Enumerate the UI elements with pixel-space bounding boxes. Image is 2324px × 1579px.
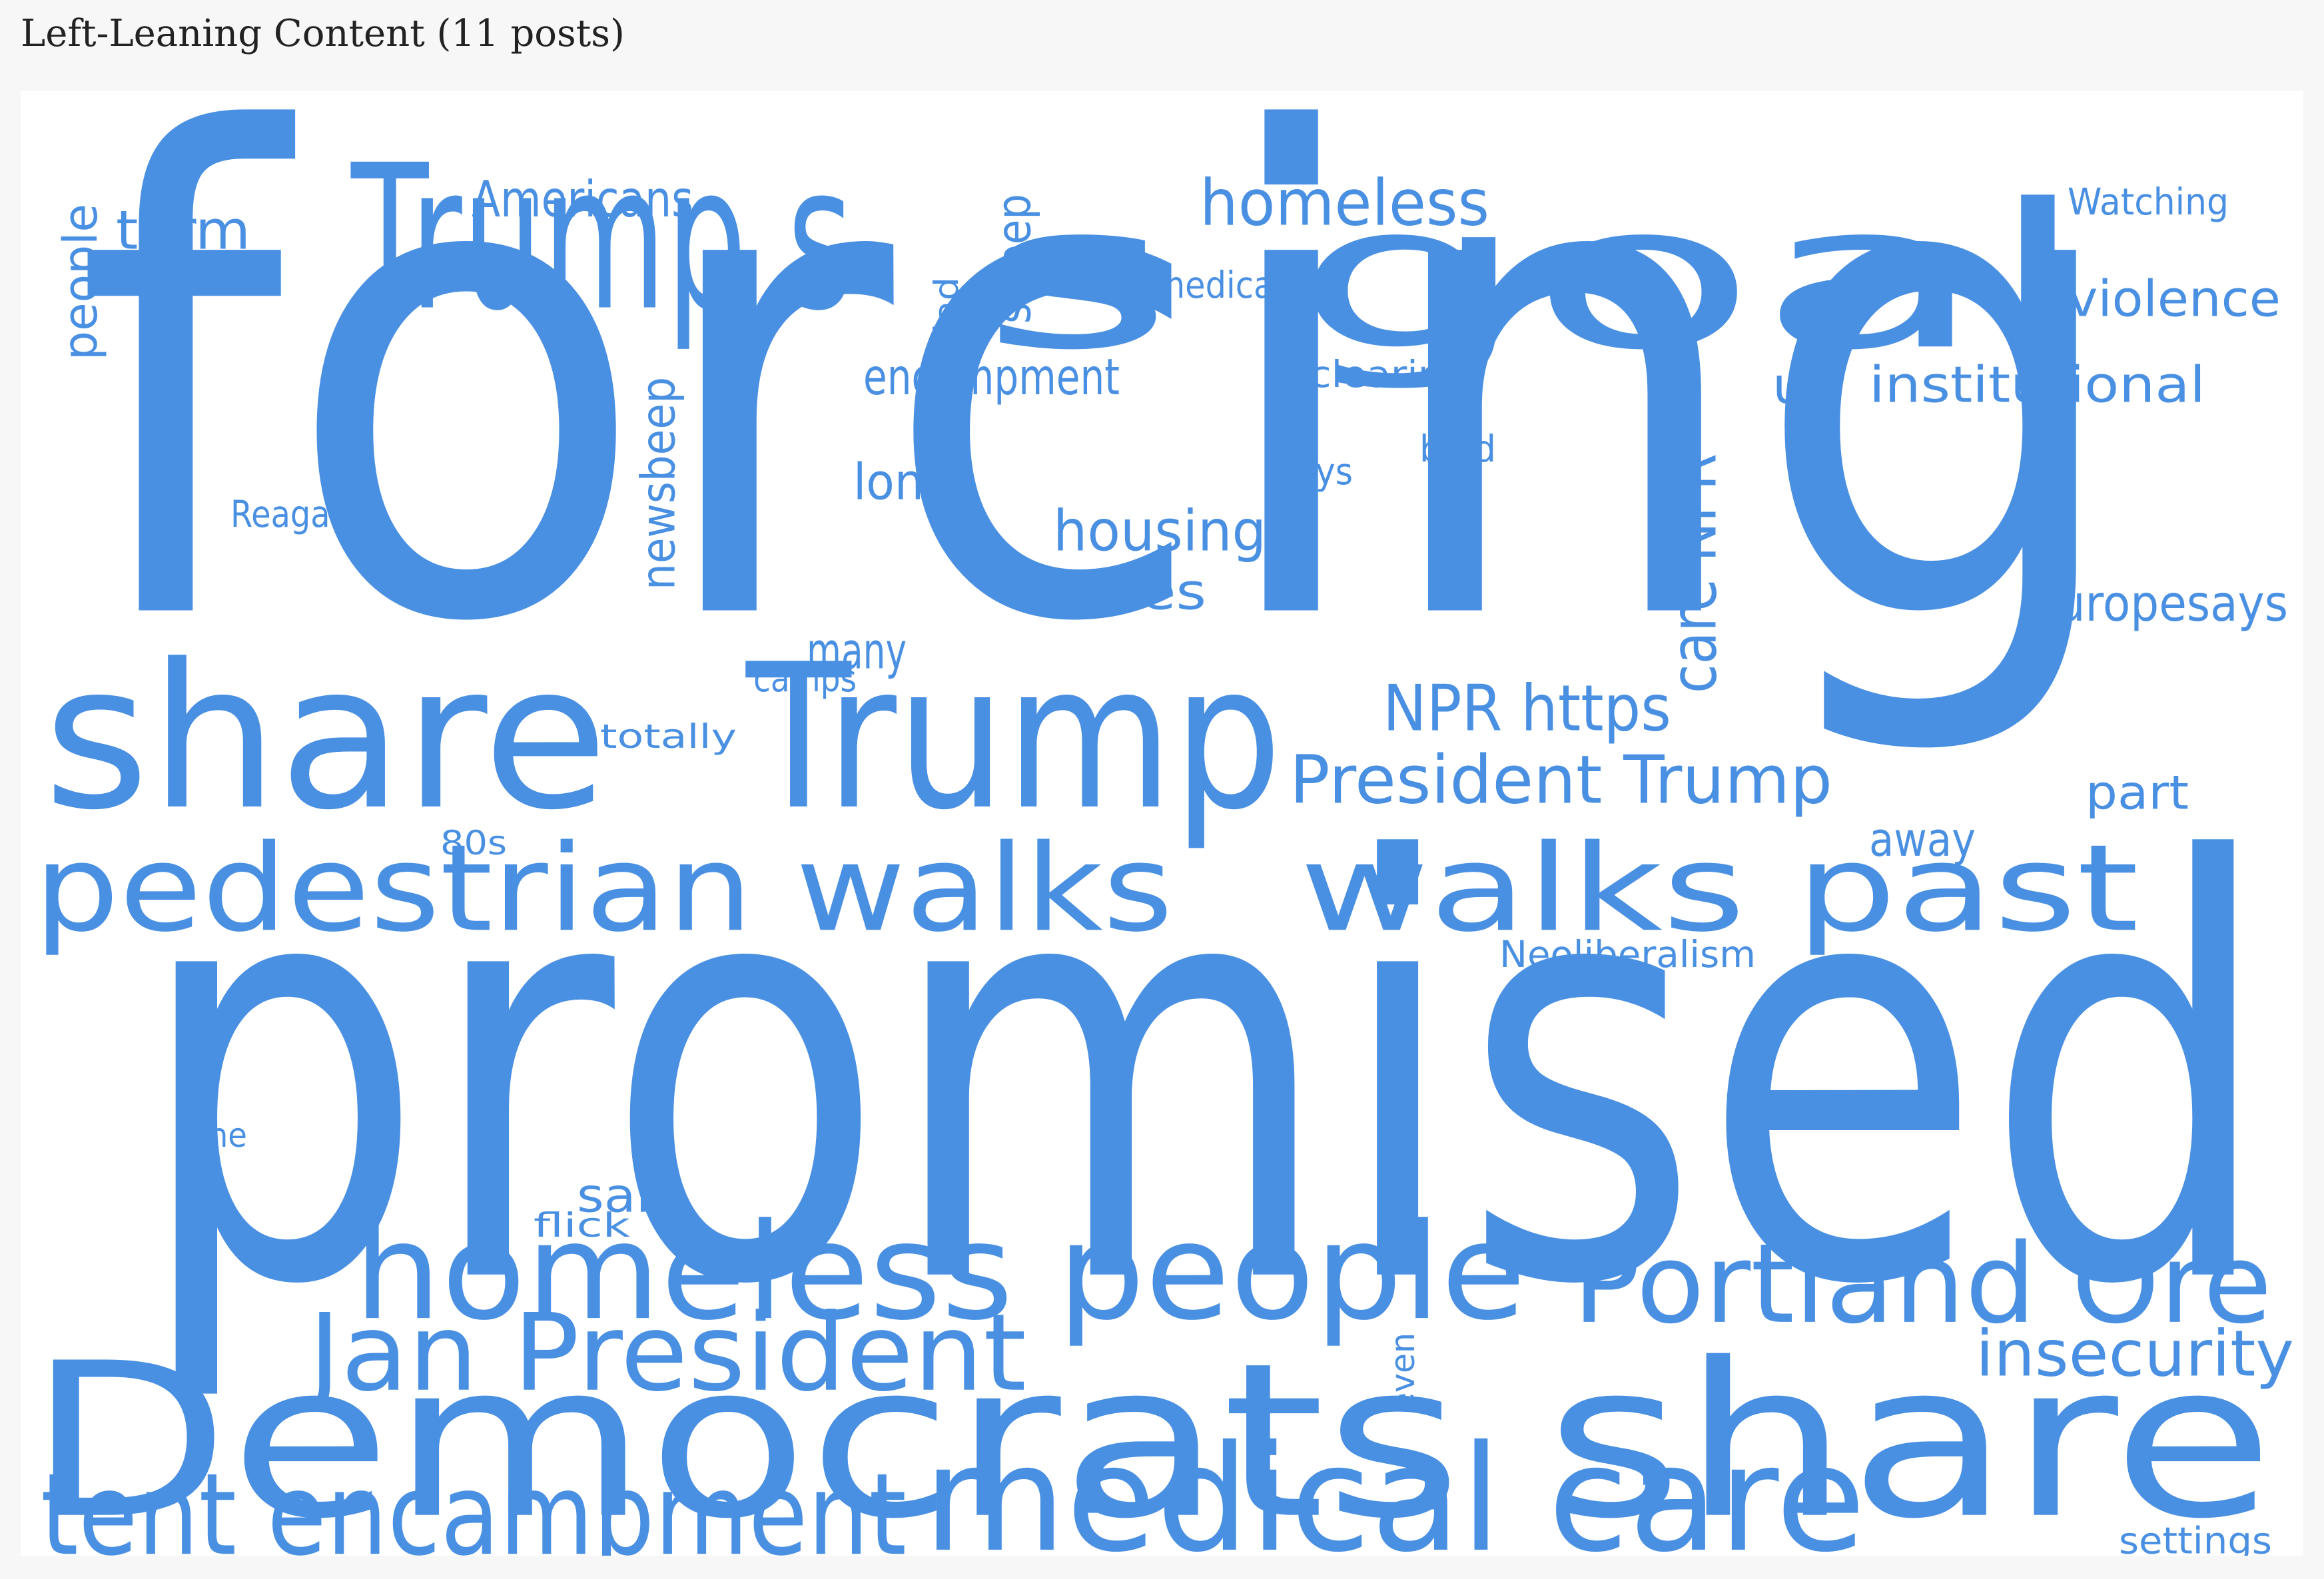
word-forcing: forcing bbox=[74, 91, 2130, 767]
word-pedestrian-walks: pedestrian walks bbox=[34, 819, 1173, 958]
word-one: One bbox=[184, 1116, 247, 1155]
word-encampment: encampment bbox=[863, 348, 1120, 406]
word-many: many bbox=[807, 621, 907, 680]
word-medical-care: medical care bbox=[923, 1414, 1866, 1556]
word-s-goal: s goal bbox=[980, 161, 2090, 394]
word-jan-president: Jan President bbox=[302, 1291, 1026, 1415]
word-president-trump: President Trump bbox=[1290, 741, 1832, 819]
word-part: part bbox=[2086, 765, 2189, 820]
word-npr-https: NPR https bbox=[1383, 673, 1671, 746]
word-totally: totally bbox=[600, 717, 737, 756]
word-housing: housing bbox=[1053, 499, 1266, 565]
word-walks-past: walks past bbox=[1300, 819, 2139, 958]
word-care-npr: care NPR bbox=[1658, 454, 1731, 693]
word-80s: 80s bbox=[440, 824, 507, 862]
word-newsbeep: newsbeep bbox=[631, 377, 686, 590]
word-away: away bbox=[1869, 812, 1976, 867]
word-homeless-people: homeless people bbox=[354, 1195, 1526, 1350]
word-flick: flick bbox=[534, 1206, 630, 1245]
word-watching: Watching bbox=[2068, 180, 2229, 223]
word-democrats-share: Democrats share bbox=[27, 1318, 2274, 1556]
word-tent-encampment: tent encampment bbox=[41, 1449, 907, 1556]
word-long: long bbox=[853, 452, 953, 511]
word-reagan: Reagan bbox=[230, 493, 350, 535]
word-americans: Americans bbox=[472, 170, 693, 228]
word-settings: settings bbox=[2119, 1519, 2272, 1556]
word-sweep: sweep bbox=[987, 194, 1042, 324]
word-even: even bbox=[1383, 1333, 1422, 1413]
word-institutional: institutional bbox=[1869, 355, 2205, 414]
word-trump-s: Trump s bbox=[349, 123, 853, 355]
word-portland-ore: Portland Ore bbox=[1573, 1220, 2272, 1348]
word-bald: bald bbox=[1419, 428, 1496, 470]
word-guys: guys bbox=[1273, 450, 1353, 493]
word-clearing: clearing bbox=[1310, 353, 1468, 396]
word-term: term bbox=[116, 199, 250, 261]
word-said: said bbox=[577, 1168, 683, 1223]
word-camps: camps bbox=[753, 657, 857, 700]
word-homeless: homeless bbox=[1200, 167, 1489, 240]
word-us: us bbox=[1772, 356, 1832, 415]
word-medical: medical bbox=[1153, 264, 1283, 306]
word-people: people bbox=[53, 204, 108, 360]
word-neoliberalism: Neoliberalism bbox=[1499, 933, 1756, 976]
word-share: share bbox=[43, 621, 608, 854]
word-europesays: europesays bbox=[2029, 574, 2288, 633]
word-cloud: forcing promised Democrats share Trump s s g… bbox=[21, 91, 2303, 1556]
word-violence: violence bbox=[2068, 269, 2281, 328]
word-promised: promised bbox=[134, 743, 2275, 1410]
word-trump: Trump bbox=[743, 621, 1282, 854]
word-cities: cities bbox=[1053, 562, 1206, 621]
panel-title: Left-Leaning Content (11 posts) bbox=[21, 12, 625, 55]
word-glad: glad bbox=[927, 277, 966, 357]
word-insecurity: insecurity bbox=[1976, 1318, 2294, 1391]
